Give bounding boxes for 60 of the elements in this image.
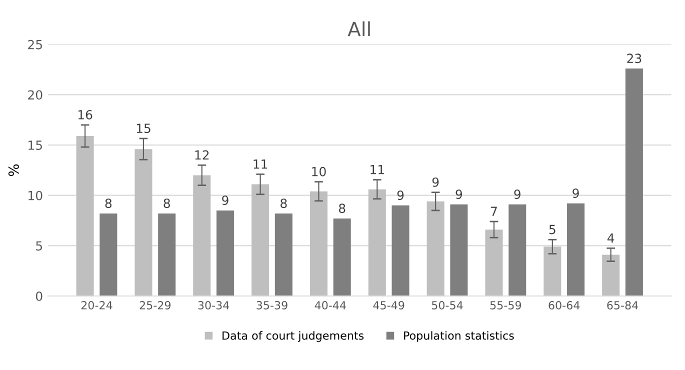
bar	[450, 204, 468, 296]
chart-title: All	[348, 21, 370, 36]
y-tick-label: 25	[28, 40, 42, 50]
x-tick-label: 55-59	[490, 301, 522, 310]
data-label: 9	[572, 188, 579, 198]
legend-label: Data of court judgements	[222, 331, 364, 342]
x-tick-label: 25-29	[140, 301, 171, 310]
legend-label: Population statistics	[404, 331, 514, 342]
data-label: 9	[397, 190, 404, 200]
data-label: 9	[222, 196, 228, 206]
bar	[100, 213, 118, 296]
bar	[274, 213, 292, 296]
x-tick-label: 65-84	[607, 301, 638, 310]
data-label: 8	[338, 204, 346, 214]
bar	[368, 189, 386, 296]
data-label: 8	[164, 198, 170, 208]
data-label: 8	[280, 198, 287, 208]
x-tick-label: 50-54	[432, 301, 463, 310]
bar	[392, 205, 410, 296]
y-tick-label: 20	[28, 90, 42, 100]
data-label: 7	[491, 206, 497, 216]
bar	[544, 246, 562, 296]
y-axis-title: %	[8, 164, 19, 176]
x-tick-label: 40-44	[314, 301, 346, 310]
bar	[134, 149, 152, 296]
y-tick-label: 10	[28, 190, 42, 200]
bar	[310, 191, 328, 296]
data-label: 11	[254, 159, 268, 169]
data-label: 15	[136, 124, 150, 134]
data-label: 11	[370, 165, 384, 174]
x-tick-label: 45-49	[373, 301, 404, 310]
data-label: 9	[432, 177, 439, 187]
y-tick-label: 0	[36, 291, 42, 301]
bar	[508, 204, 526, 296]
bar	[625, 68, 643, 296]
bar	[333, 218, 351, 296]
bar	[158, 213, 176, 296]
x-tick-label: 60-64	[548, 301, 580, 310]
data-label: 5	[549, 224, 556, 234]
data-label: 23	[627, 54, 642, 64]
y-tick-label: 15	[28, 140, 42, 150]
bar	[567, 203, 585, 296]
bar	[216, 210, 234, 296]
data-label: 10	[312, 166, 326, 176]
data-label: 9	[514, 190, 520, 199]
data-label: 16	[78, 110, 92, 120]
bar	[602, 254, 620, 296]
data-label: 8	[105, 198, 112, 208]
x-tick-label: 30-34	[198, 301, 230, 310]
y-tick-label: 5	[36, 241, 42, 251]
data-label: 4	[607, 233, 614, 243]
x-tick-label: 20-24	[81, 301, 112, 310]
data-label: 12	[195, 150, 209, 160]
bar	[193, 175, 211, 296]
bar	[76, 136, 94, 296]
bar	[485, 230, 503, 296]
data-label: 9	[456, 190, 462, 199]
bar	[252, 184, 270, 296]
bar	[426, 201, 444, 296]
x-tick-label: 35-39	[256, 301, 288, 310]
